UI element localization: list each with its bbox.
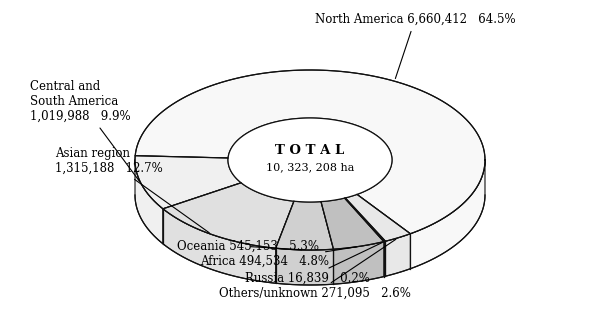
Text: North America 6,660,412   64.5%: North America 6,660,412 64.5% bbox=[315, 13, 515, 79]
Polygon shape bbox=[384, 241, 386, 277]
Polygon shape bbox=[241, 183, 294, 236]
Polygon shape bbox=[386, 234, 411, 276]
Text: T O T A L: T O T A L bbox=[275, 143, 345, 156]
Polygon shape bbox=[228, 160, 241, 218]
Polygon shape bbox=[135, 70, 485, 234]
Polygon shape bbox=[163, 209, 276, 283]
Text: Africa 494,534   4.8%: Africa 494,534 4.8% bbox=[201, 247, 356, 268]
Text: Russia 16,839   0.2%: Russia 16,839 0.2% bbox=[245, 243, 382, 285]
Polygon shape bbox=[135, 156, 241, 209]
Polygon shape bbox=[345, 194, 357, 233]
Polygon shape bbox=[345, 194, 411, 241]
Text: Central and
South America
1,019,988   9.9%: Central and South America 1,019,988 9.9% bbox=[30, 80, 140, 181]
Polygon shape bbox=[228, 118, 392, 202]
Polygon shape bbox=[135, 159, 163, 244]
Polygon shape bbox=[334, 242, 384, 284]
Text: Oceania 545,153   5.3%: Oceania 545,153 5.3% bbox=[177, 240, 319, 253]
Polygon shape bbox=[321, 198, 345, 237]
Text: 10, 323, 208 ha: 10, 323, 208 ha bbox=[266, 162, 354, 172]
Polygon shape bbox=[345, 198, 386, 242]
Polygon shape bbox=[294, 201, 321, 237]
Text: Others/unknown 271,095   2.6%: Others/unknown 271,095 2.6% bbox=[219, 239, 411, 300]
Polygon shape bbox=[357, 160, 392, 229]
Polygon shape bbox=[276, 201, 334, 250]
Polygon shape bbox=[276, 248, 334, 285]
Polygon shape bbox=[163, 183, 294, 248]
Polygon shape bbox=[411, 161, 485, 269]
Text: Asian region
1,315,188   12.7%: Asian region 1,315,188 12.7% bbox=[55, 147, 209, 233]
Polygon shape bbox=[321, 198, 384, 249]
